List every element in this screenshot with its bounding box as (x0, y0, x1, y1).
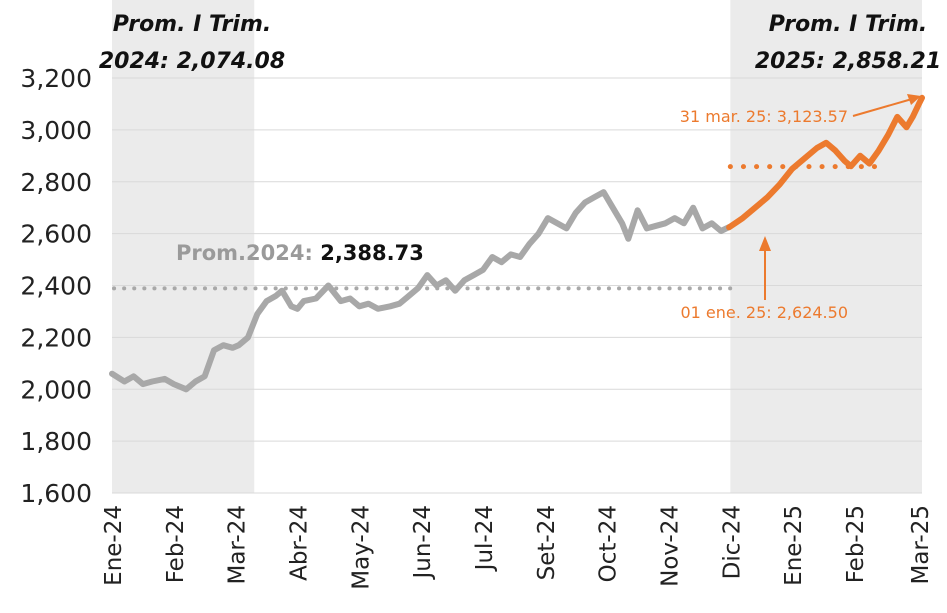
end-arrow-head (907, 94, 921, 105)
y-tick-3000: 3,000 (20, 116, 92, 145)
x-tick-Feb-25: Feb-25 (843, 505, 869, 583)
x-tick-Set-24: Set-24 (534, 505, 560, 580)
reference-lines (112, 164, 890, 291)
annotation-arrows (759, 94, 921, 300)
trim2024-label-line1: Prom. I Trim. (113, 12, 271, 37)
y-tick-3200: 3,200 (20, 64, 92, 93)
x-tick-Abr-24: Abr-24 (286, 505, 312, 581)
prom2024-label: Prom.2024: 2,388.73 (176, 241, 424, 265)
y-tick-1600: 1,600 (20, 479, 92, 508)
x-tick-Mar-25: Mar-25 (908, 505, 934, 585)
gridlines (112, 77, 922, 494)
x-tick-Feb-24: Feb-24 (163, 505, 189, 583)
end-arrow-shaft (852, 98, 913, 117)
x-tick-Ene-25: Ene-25 (781, 505, 807, 586)
y-tick-2600: 2,600 (20, 220, 92, 249)
x-tick-Dic-24: Dic-24 (719, 505, 745, 579)
x-axis-tick-labels: Ene-24 Feb-24 Mar-24 Abr-24 May-24 Jun-24 Jul-… (101, 505, 934, 590)
series-line-2024 (109, 189, 733, 393)
y-tick-1800: 1,800 (20, 427, 92, 456)
trim2024-label-line2: 2024: 2,074.08 (99, 49, 285, 74)
series-line-2025 (726, 94, 925, 231)
x-tick-Mar-24: Mar-24 (225, 505, 251, 585)
trim2025-label-line2: 2025: 2,858.21 (755, 49, 941, 74)
prom2024-label-value: 2,388.73 (320, 241, 424, 265)
shaded-period-1 (112, 0, 255, 493)
y-axis-tick-labels: 1,600 1,800 2,000 2,200 2,400 2,600 2,800 3,000… (20, 64, 92, 508)
start-value-label: 01 ene. 25: 2,624.50 (680, 303, 848, 322)
series-lines (109, 94, 925, 393)
prom2024-label-text: Prom.2024: (176, 241, 320, 265)
trim2025-label-line1: Prom. I Trim. (769, 12, 927, 37)
y-tick-2200: 2,200 (20, 323, 92, 352)
shaded-periods (112, 0, 922, 493)
y-tick-2000: 2,000 (20, 375, 92, 404)
x-tick-May-24: May-24 (348, 505, 374, 590)
end-value-label: 31 mar. 25: 3,123.57 (680, 107, 848, 126)
start-arrow-head (759, 236, 771, 251)
x-tick-Nov-24: Nov-24 (657, 505, 683, 587)
x-tick-Jun-24: Jun-24 (410, 505, 436, 581)
y-tick-2400: 2,400 (20, 272, 92, 301)
y-tick-2800: 2,800 (20, 168, 92, 197)
x-tick-Ene-24: Ene-24 (101, 505, 127, 586)
x-tick-Oct-24: Oct-24 (596, 505, 622, 582)
x-tick-Jul-24: Jul-24 (472, 505, 498, 572)
